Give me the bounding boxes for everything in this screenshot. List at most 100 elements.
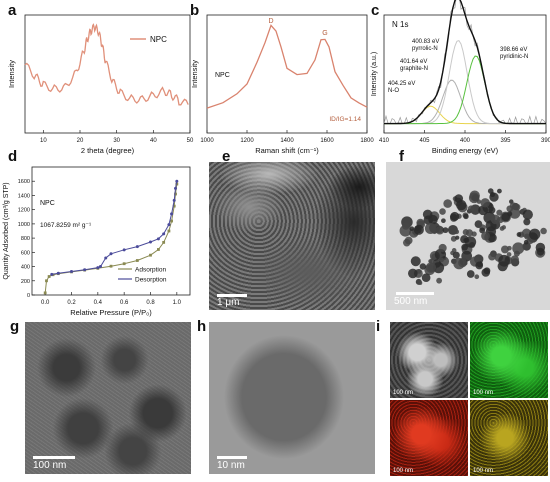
- xps-xtick-label: 400: [460, 138, 471, 144]
- tem-particle: [454, 229, 460, 235]
- bet-point-adsorption: [157, 248, 160, 251]
- bet-xtick-label: 0.2: [67, 300, 76, 306]
- tem-particle: [419, 263, 427, 270]
- tem-particle: [529, 228, 541, 240]
- sem-image: 1 μm: [209, 162, 375, 310]
- hrtem-h-scale-label: 10 nm: [217, 460, 245, 471]
- tem-particle: [488, 252, 496, 261]
- bet-point-desorption: [96, 266, 100, 270]
- tem-particle: [478, 205, 489, 216]
- bet-point-adsorption: [172, 204, 176, 208]
- bet-point-adsorption: [162, 240, 166, 244]
- tem-particle: [425, 262, 437, 273]
- edx-yellow-scale: 100 nm: [473, 468, 494, 474]
- tem-low-mag-image: 500 nm: [386, 162, 550, 310]
- raman-xtick-label: 1600: [320, 138, 334, 144]
- xps-peak-label-type-3: pyridinic-N: [500, 54, 528, 60]
- tem-particle: [439, 208, 446, 215]
- bet-ytick-label: 200: [21, 279, 30, 285]
- tem-particle: [523, 239, 529, 245]
- bet-point-desorption: [109, 252, 113, 256]
- raman-ylabel: Intensity: [190, 60, 199, 88]
- tem-particle: [407, 268, 418, 279]
- panel-d-label: d: [8, 148, 18, 165]
- plot-frame: [31, 166, 191, 296]
- panel-e-label: e: [222, 148, 231, 165]
- tem-particle: [497, 188, 502, 194]
- bet-point-adsorption: [47, 275, 51, 278]
- tem-particle: [433, 262, 445, 274]
- tem-particles: [399, 188, 547, 286]
- tem-particle: [418, 280, 423, 286]
- tem-particle: [510, 255, 519, 264]
- panel-i-label: i: [376, 318, 381, 335]
- xps-peak-label-type-1: graphite-N: [400, 66, 428, 72]
- panel-a-label: a: [8, 2, 17, 19]
- tem-particle: [468, 192, 480, 204]
- tem-particle: [404, 236, 413, 245]
- tem-particle: [479, 227, 486, 234]
- xps-xlabel: Binding energy (eV): [432, 146, 499, 155]
- tem-particle: [480, 198, 490, 208]
- bet-point-desorption: [70, 270, 73, 274]
- bet-point-desorption: [135, 245, 139, 249]
- hrtem-h-scale-bar: [217, 456, 247, 459]
- bet-point-adsorption: [149, 253, 152, 257]
- xps-chart: 410 405 400 395 390 Binding energy (eV) Intens…: [371, 0, 550, 155]
- plot-frame: [383, 14, 547, 134]
- xrd-xtick-label: 30: [113, 138, 120, 144]
- bet-ytick-label: 1600: [18, 179, 30, 185]
- bet-point-desorption: [98, 265, 102, 269]
- xps-peak-label-energy-0: 404.25 eV: [388, 81, 415, 87]
- tem-particle: [498, 254, 510, 267]
- xps-xtick-label: 410: [379, 138, 390, 144]
- tem-particle: [441, 218, 446, 224]
- bet-ytick-label: 400: [21, 265, 30, 271]
- tem-particle: [522, 242, 531, 251]
- bet-point-desorption: [172, 198, 176, 202]
- bet-point-adsorption: [43, 291, 47, 295]
- edx-haadf-image: 100 nm: [390, 322, 468, 398]
- tem-particle: [506, 245, 512, 251]
- xrd-ylabel: Intensity: [7, 60, 16, 88]
- tem-particle: [438, 243, 447, 253]
- bet-point-desorption: [149, 240, 152, 244]
- tem-particle: [516, 232, 522, 237]
- tem-particle: [481, 231, 490, 241]
- xrd-xtick-label: 40: [150, 138, 157, 144]
- tem-particle: [413, 224, 424, 235]
- tem-particle: [525, 211, 533, 218]
- tem-particle: [483, 267, 491, 275]
- tem-particle: [536, 248, 545, 256]
- edx-red-map: 100 nm: [390, 400, 468, 476]
- xps-xtick-label: 395: [500, 138, 511, 144]
- bet-ytick-label: 1000: [18, 222, 30, 228]
- xps-envelope: [384, 0, 546, 125]
- xps-peak-label-energy-2: 400.83 eV: [412, 39, 439, 45]
- bet-xtick-label: 0.0: [41, 300, 50, 306]
- panel-h-label: h: [197, 318, 207, 335]
- tem-particle: [450, 211, 460, 222]
- hrtem-10nm-image: 10 nm: [209, 322, 375, 474]
- xrd-xtick-label: 10: [40, 138, 47, 144]
- plot-frame: [24, 14, 191, 134]
- tem-particle: [521, 228, 532, 239]
- bet-xtick-label: 0.4: [94, 300, 103, 306]
- raman-d-label: D: [268, 18, 273, 25]
- tem-particle: [452, 251, 460, 259]
- tem-particle: [410, 256, 421, 267]
- xrd-chart: 10 20 30 40 50 2 theta (degree) Intensity NPC: [7, 14, 194, 155]
- edx-yellow-map: 100 nm: [470, 400, 548, 476]
- tem-particle: [474, 274, 480, 280]
- bet-ytick-label: 800: [21, 236, 30, 242]
- tem-particle: [416, 269, 422, 274]
- tem-particle: [463, 213, 469, 220]
- tem-particle: [464, 236, 477, 248]
- bet-point-adsorption: [175, 182, 179, 186]
- tem-particle: [523, 218, 531, 226]
- xrd-xlabel: 2 theta (degree): [81, 146, 135, 155]
- sem-scale-bar: [217, 294, 247, 297]
- tem-particle: [540, 227, 547, 235]
- tem-particle: [487, 233, 497, 243]
- xrd-legend-label: NPC: [150, 35, 167, 44]
